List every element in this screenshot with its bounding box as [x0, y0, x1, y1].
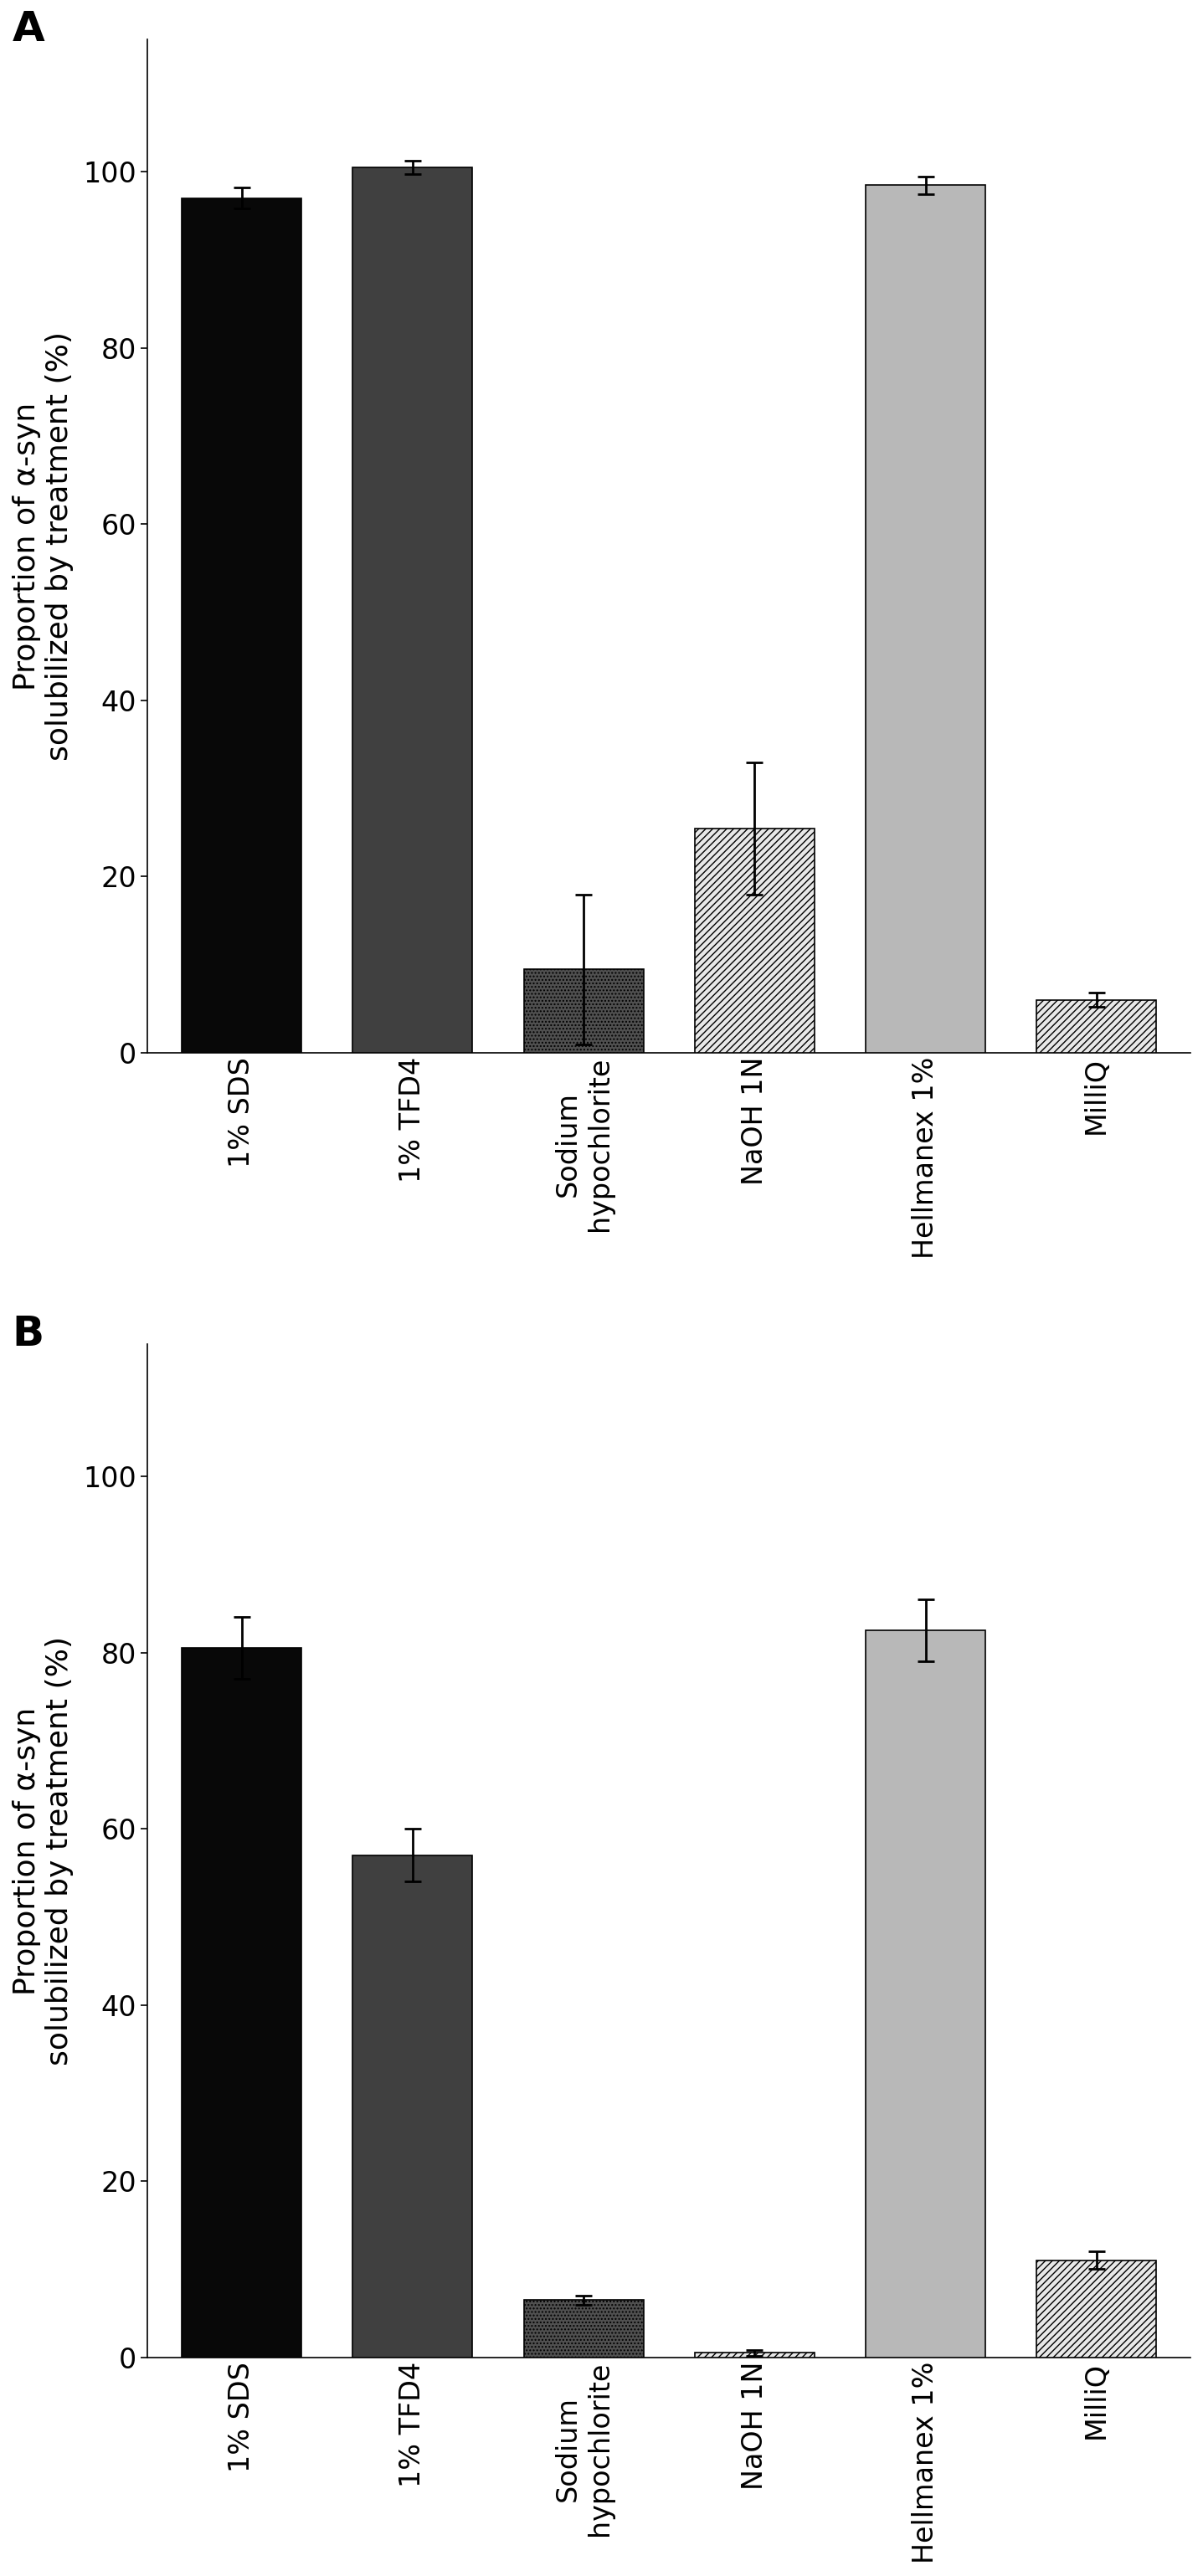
Bar: [523, 969, 644, 1054]
Bar: [523, 2300, 644, 2357]
Bar: [182, 198, 302, 1054]
Text: A: A: [12, 10, 45, 49]
Bar: [352, 167, 473, 1054]
Bar: [1037, 999, 1156, 1054]
Bar: [182, 1649, 302, 2357]
Bar: [1037, 2262, 1156, 2357]
Bar: [352, 1855, 473, 2357]
Bar: [694, 2352, 814, 2357]
Bar: [866, 185, 985, 1054]
Bar: [866, 1631, 985, 2357]
Y-axis label: Proportion of α-syn
solubilized by treatment (%): Proportion of α-syn solubilized by treat…: [12, 332, 75, 760]
Text: B: B: [12, 1314, 45, 1355]
Y-axis label: Proportion of α-syn
solubilized by treatment (%): Proportion of α-syn solubilized by treat…: [12, 1636, 75, 2066]
Bar: [694, 829, 814, 1054]
